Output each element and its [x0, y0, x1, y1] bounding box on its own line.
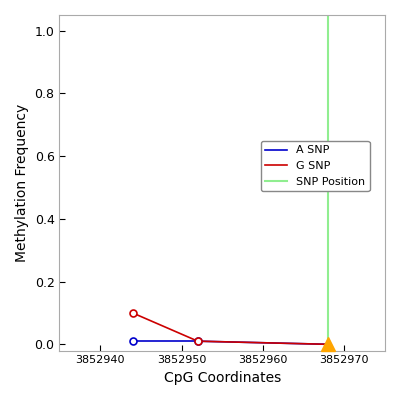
Legend: A SNP, G SNP, SNP Position: A SNP, G SNP, SNP Position: [260, 141, 370, 191]
X-axis label: CpG Coordinates: CpG Coordinates: [164, 371, 281, 385]
Y-axis label: Methylation Frequency: Methylation Frequency: [15, 104, 29, 262]
